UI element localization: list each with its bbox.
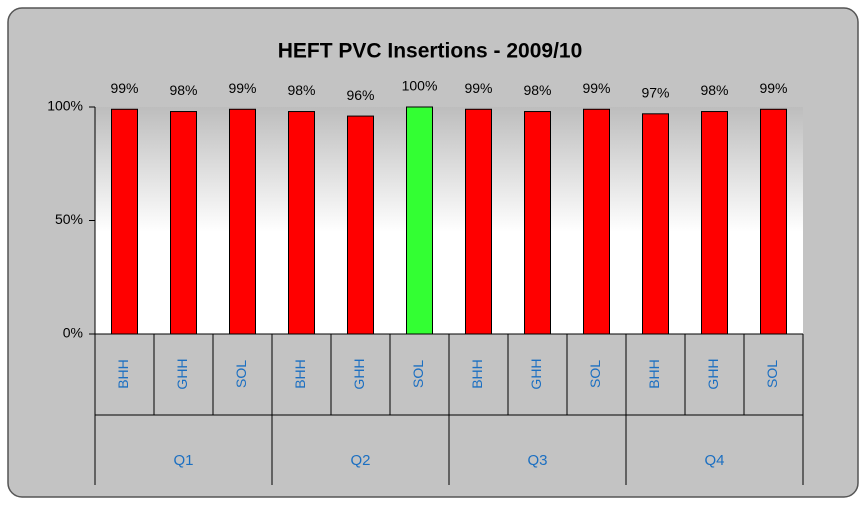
x-tick-label: SOL — [233, 360, 249, 388]
bar — [229, 108, 256, 335]
plot-area — [95, 107, 803, 334]
value-label: 99% — [582, 80, 610, 96]
y-tick-label: 100% — [47, 98, 83, 114]
x-tick-label: GHH — [174, 358, 190, 389]
value-label: 98% — [287, 82, 315, 98]
group-label: Q4 — [704, 452, 724, 469]
value-label: 98% — [523, 82, 551, 98]
value-label: 99% — [759, 80, 787, 96]
bar — [406, 106, 433, 335]
x-tick-label: BHH — [115, 359, 131, 389]
value-label: 98% — [700, 82, 728, 98]
bar — [583, 108, 610, 335]
value-label: 99% — [228, 80, 256, 96]
value-label: 96% — [346, 87, 374, 103]
bar — [288, 111, 315, 335]
x-tick-label: BHH — [292, 359, 308, 389]
bar — [170, 111, 197, 335]
bar — [701, 111, 728, 335]
bar — [111, 108, 138, 335]
group-label: Q2 — [350, 452, 370, 469]
value-label: 99% — [110, 80, 138, 96]
chart-title: HEFT PVC Insertions - 2009/10 — [278, 40, 583, 63]
bar — [465, 108, 492, 335]
x-tick-label: SOL — [764, 360, 780, 388]
value-label: 97% — [641, 85, 669, 101]
bar — [642, 113, 669, 335]
x-tick-label: SOL — [410, 360, 426, 388]
bar — [347, 115, 374, 335]
x-tick-label: SOL — [587, 360, 603, 388]
value-label: 100% — [402, 78, 438, 94]
x-tick-label: GHH — [528, 358, 544, 389]
x-tick-label: BHH — [646, 359, 662, 389]
x-tick-label: BHH — [469, 359, 485, 389]
group-label: Q1 — [173, 452, 193, 469]
x-tick-label: GHH — [705, 358, 721, 389]
group-label: Q3 — [527, 452, 547, 469]
bar — [524, 111, 551, 335]
bar — [760, 108, 787, 335]
x-tick-label: GHH — [351, 358, 367, 389]
y-tick-label: 50% — [55, 211, 83, 227]
value-label: 99% — [464, 80, 492, 96]
value-label: 98% — [169, 82, 197, 98]
y-tick-label: 0% — [63, 325, 83, 341]
